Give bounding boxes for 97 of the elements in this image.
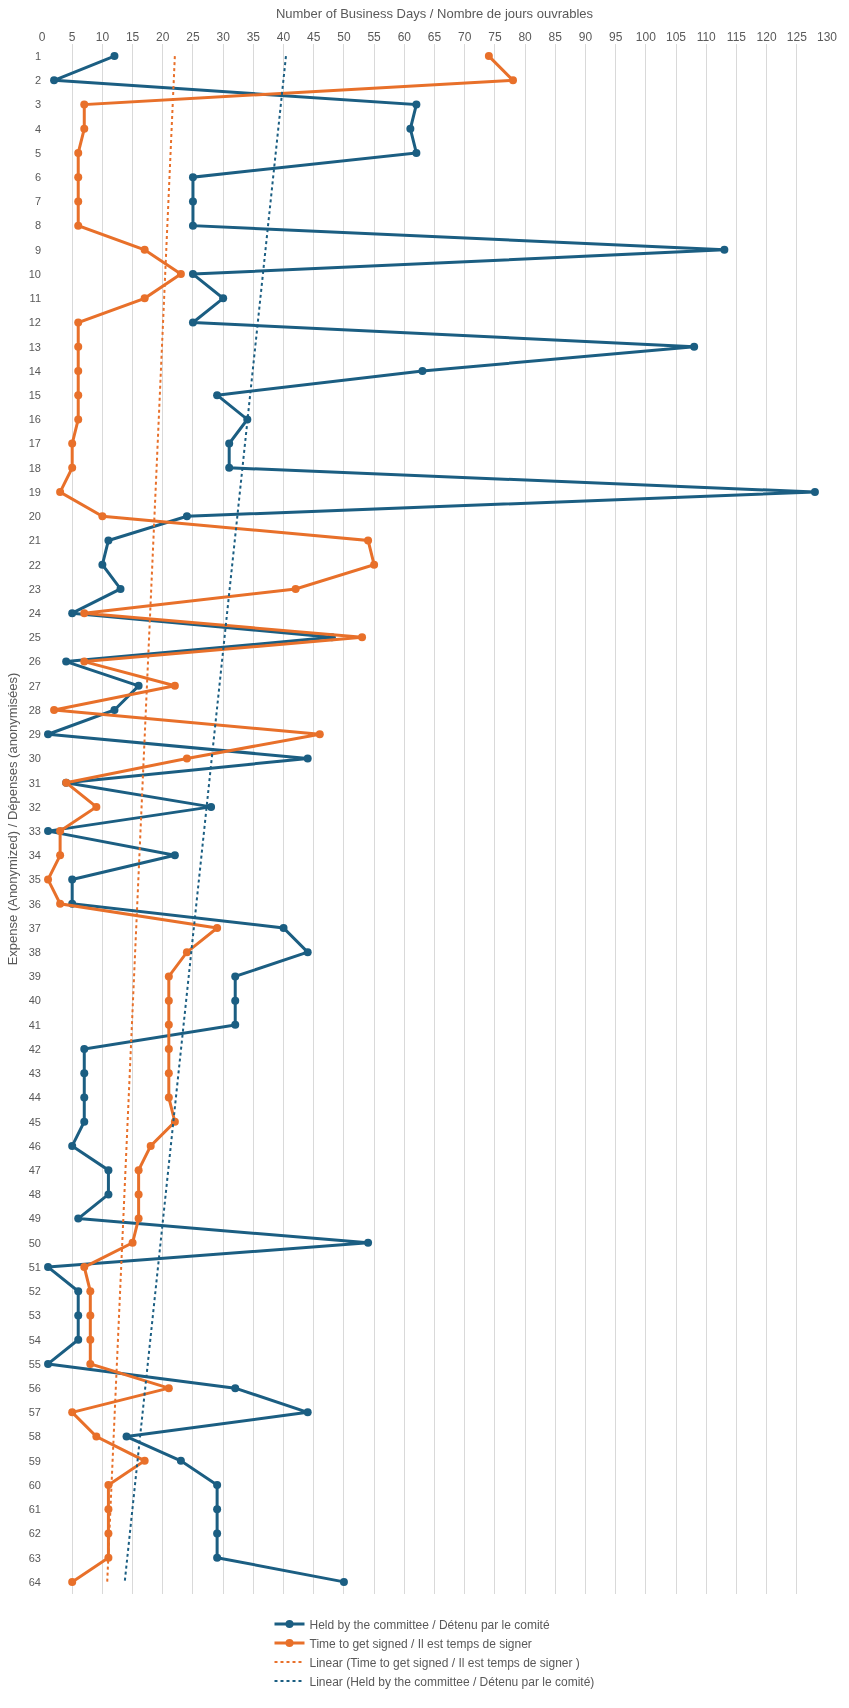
x-tick-label: 40 [276,29,291,44]
x-tick-label: 95 [608,29,623,44]
x-tick-label: 60 [397,29,412,44]
x-tick-label: 125 [786,29,808,44]
x-tick-label: 55 [367,29,382,44]
y-tick-label: 58 [28,1430,41,1443]
x-tick-label: 45 [307,29,321,44]
x-tick-label: 35 [246,29,261,44]
legend-label: Held by the committee / Détenu par le comité [309,1617,550,1632]
y-tick-label: 41 [28,1018,41,1031]
x-tick-label: 115 [726,29,747,44]
y-axis-title: Expense (Anonymized) / Dépenses (anonymisées) [4,672,20,966]
y-tick-label: 8 [34,219,41,232]
y-tick-label: 56 [28,1381,41,1394]
y-tick-label: 20 [28,510,41,523]
y-tick-label: 61 [28,1503,41,1516]
x-tick-label: 105 [666,29,687,44]
y-tick-label: 25 [28,631,41,644]
y-tick-label: 46 [28,1139,41,1152]
y-tick-label: 29 [28,728,41,741]
y-tick-label: 10 [28,267,41,280]
y-tick-label: 33 [28,824,41,837]
y-tick-label: 50 [28,1236,41,1249]
y-tick-label: 14 [28,364,41,377]
legend-label: Linear (Held by the committee / Détenu par le comité) [309,1674,595,1689]
y-tick-label: 34 [28,849,41,862]
y-tick-label: 4 [34,122,41,135]
y-tick-label: 55 [28,1357,41,1370]
y-tick-label: 42 [28,1042,41,1055]
x-tick-label: 25 [186,29,200,44]
x-tick-label: 5 [68,29,76,44]
y-tick-label: 2 [34,74,41,87]
y-tick-label: 32 [28,800,41,813]
y-tick-label: 43 [28,1067,41,1080]
x-tick-label: 20 [156,29,170,44]
y-tick-label: 44 [28,1091,41,1104]
x-tick-label: 110 [696,29,717,44]
y-tick-label: 15 [28,389,41,402]
y-tick-label: 39 [28,970,41,983]
y-tick-label: 57 [28,1406,41,1419]
legend-label: Time to get signed / Il est temps de signer [309,1636,532,1651]
x-tick-label: 10 [95,29,110,44]
y-tick-label: 16 [28,413,41,426]
y-tick-label: 21 [28,534,41,547]
x-tick-label: 0 [38,29,46,44]
x-tick-label: 65 [427,29,442,44]
y-tick-label: 6 [34,171,41,184]
legend-label: Linear (Time to get signed / Il est temps de signer ) [309,1655,580,1670]
x-tick-label: 30 [216,29,231,44]
y-tick-label: 11 [29,292,41,305]
x-tick-label: 15 [125,29,140,44]
y-tick-label: 30 [28,752,41,765]
y-tick-label: 3 [34,98,41,111]
y-tick-label: 40 [28,994,41,1007]
y-tick-label: 35 [28,873,41,886]
y-tick-label: 62 [28,1527,41,1540]
y-tick-label: 60 [28,1478,41,1491]
x-tick-label: 70 [458,29,472,44]
y-tick-label: 9 [34,243,41,256]
y-tick-label: 31 [28,776,41,789]
y-tick-label: 36 [28,897,41,910]
y-tick-label: 64 [28,1575,41,1588]
y-tick-label: 37 [28,921,41,934]
y-tick-label: 28 [28,703,41,716]
y-tick-label: 51 [28,1260,41,1273]
x-axis-title: Number of Business Days / Nombre de jours ouvrables [275,5,594,21]
y-tick-label: 54 [28,1333,41,1346]
y-tick-label: 47 [28,1164,41,1177]
y-tick-label: 38 [28,946,41,959]
y-tick-label: 52 [28,1285,41,1298]
y-tick-label: 12 [28,316,41,329]
x-tick-label: 100 [635,29,657,44]
y-tick-label: 59 [28,1454,41,1467]
y-tick-label: 19 [28,485,41,498]
y-tick-label: 22 [28,558,41,571]
y-tick-label: 1 [34,49,41,62]
y-tick-label: 45 [28,1115,41,1128]
x-tick-label: 85 [548,29,563,44]
y-tick-label: 49 [28,1212,41,1225]
x-tick-label: 50 [337,29,351,44]
x-tick-label: 120 [756,29,777,44]
y-tick-label: 23 [28,582,41,595]
y-tick-label: 13 [28,340,41,353]
y-tick-label: 48 [28,1188,41,1201]
y-tick-label: 24 [28,606,41,619]
y-tick-label: 5 [34,146,41,159]
y-tick-label: 7 [34,195,41,208]
x-tick-label: 130 [816,29,838,44]
y-tick-label: 26 [28,655,41,668]
y-tick-label: 27 [28,679,41,692]
y-tick-label: 53 [28,1309,41,1322]
y-tick-label: 17 [28,437,41,450]
y-tick-label: 18 [28,461,41,474]
y-tick-label: 63 [28,1551,41,1564]
x-tick-label: 80 [518,29,533,44]
x-tick-label: 90 [578,29,593,44]
x-tick-label: 75 [488,29,502,44]
